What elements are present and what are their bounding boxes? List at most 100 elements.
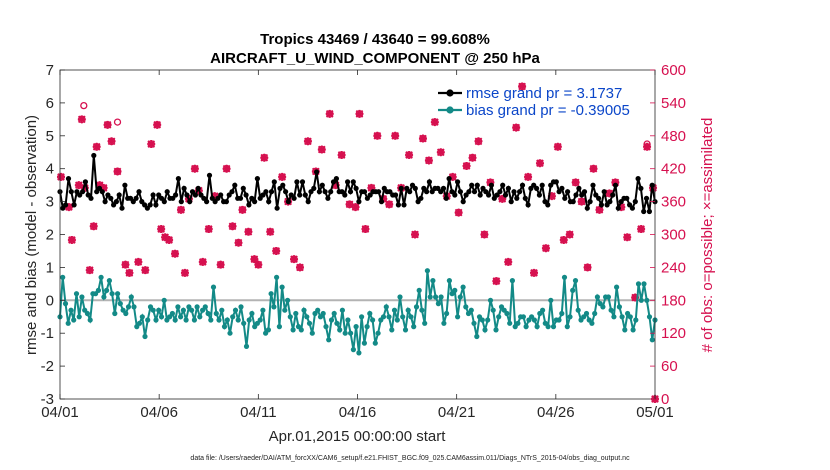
bias-point: [202, 304, 208, 310]
obs-possible-marker: [121, 260, 130, 269]
bias-point: [430, 278, 436, 284]
bias-point: [424, 268, 430, 274]
rmse-point: [398, 185, 404, 191]
bias-point: [592, 310, 598, 317]
obs-assimilated-marker: [379, 194, 388, 203]
rmse-point: [136, 189, 142, 195]
rmse-point: [192, 192, 198, 198]
rmse-point: [65, 176, 72, 182]
rmse-point: [122, 182, 128, 188]
bias-point: [109, 291, 115, 297]
obs-assimilated-marker: [295, 263, 304, 272]
obs-possible-marker: [238, 206, 247, 214]
obs-possible-marker: [266, 227, 275, 236]
obs-assimilated-marker: [468, 153, 477, 162]
data-file-footnote: data file: /Users/raeder/DAI/ATM_forcXX/…: [190, 455, 630, 462]
bias-point: [616, 304, 623, 310]
bias-point: [496, 314, 502, 320]
bias-point: [306, 320, 313, 326]
obs-possible-marker: [222, 164, 231, 173]
rmse-point: [412, 185, 418, 191]
obs-possible-marker: [583, 263, 592, 272]
rmse-point: [263, 189, 269, 195]
left-y-tick-label: 3: [46, 194, 54, 211]
rmse-point: [294, 179, 300, 185]
bias-point: [531, 317, 538, 323]
obs-assimilated-marker: [190, 164, 199, 173]
obs-possible-marker: [57, 173, 65, 181]
rmse-point: [500, 182, 506, 188]
obs-assimilated-marker: [355, 109, 364, 118]
obs-possible-marker: [436, 148, 445, 157]
chart-title-line1: Tropics 43469 / 43640 = 99.608%: [260, 31, 490, 48]
bias-point: [276, 324, 282, 330]
bias-point: [161, 297, 167, 303]
rmse-point: [570, 199, 576, 205]
bias-point: [293, 310, 299, 317]
obs-possible-marker: [141, 266, 150, 274]
bias-point: [630, 327, 636, 333]
bias-point: [567, 314, 573, 320]
rmse-point: [407, 189, 413, 195]
obs-assimilated-marker: [134, 257, 143, 266]
bias-point: [268, 291, 274, 297]
rmse-point: [545, 202, 551, 208]
bias-point: [457, 294, 463, 300]
obs-possible-marker: [643, 142, 651, 151]
bias-point: [622, 327, 628, 333]
rmse-point: [302, 192, 308, 198]
rmse-point: [573, 192, 579, 198]
bias-point: [361, 340, 367, 346]
bias-point: [605, 294, 612, 300]
bias-point: [608, 307, 614, 313]
bias-point: [101, 294, 107, 300]
obs-possible-marker: [518, 82, 526, 91]
obs-assimilated-marker: [486, 178, 495, 187]
rmse-point: [88, 195, 94, 201]
bias-point: [230, 314, 236, 320]
bias-point: [452, 287, 458, 293]
legend-bias-marker: [446, 106, 454, 114]
obs-assimilated-marker: [623, 233, 632, 242]
bias-point: [471, 320, 477, 326]
obs-possible-marker: [113, 167, 122, 176]
obs-possible-marker: [89, 222, 98, 231]
obs-assimilated-marker: [244, 227, 253, 236]
right-y-tick-label: 240: [661, 259, 686, 276]
rmse-point: [187, 199, 193, 205]
bias-point: [485, 317, 491, 323]
obs-possible-marker: [355, 110, 364, 118]
bias-point: [641, 281, 647, 287]
obs-possible-marker: [153, 121, 161, 129]
rmse-point: [116, 192, 122, 198]
obs-assimilated-marker: [351, 203, 360, 212]
obs-possible-marker: [250, 255, 259, 263]
bias-point: [520, 314, 527, 320]
rmse-point: [347, 189, 354, 195]
obs-possible-marker: [361, 225, 370, 233]
right-y-tick-label: 120: [661, 325, 686, 342]
bias-point: [493, 327, 499, 333]
obs-possible-marker: [278, 173, 286, 181]
bias-point: [224, 317, 230, 323]
rmse-point: [534, 185, 540, 191]
obs-assimilated-marker: [85, 266, 94, 275]
obs-assimilated-marker: [228, 222, 237, 231]
bias-point: [301, 307, 307, 313]
bias-point: [433, 294, 439, 300]
obs-assimilated-marker: [595, 205, 604, 214]
rmse-point: [514, 195, 520, 201]
rmse-point: [237, 195, 244, 201]
rmse-point: [455, 179, 461, 185]
bias-point: [364, 324, 370, 330]
obs-assimilated-marker: [290, 255, 299, 264]
bias-point: [323, 324, 329, 330]
bias-point: [474, 333, 480, 340]
rmse-point: [102, 199, 108, 205]
obs-possible-marker: [296, 263, 304, 272]
obs-assimilated-marker: [553, 142, 562, 151]
bias-point: [76, 314, 82, 320]
rmse-point: [469, 182, 475, 188]
obs-assimilated-marker: [80, 183, 89, 192]
